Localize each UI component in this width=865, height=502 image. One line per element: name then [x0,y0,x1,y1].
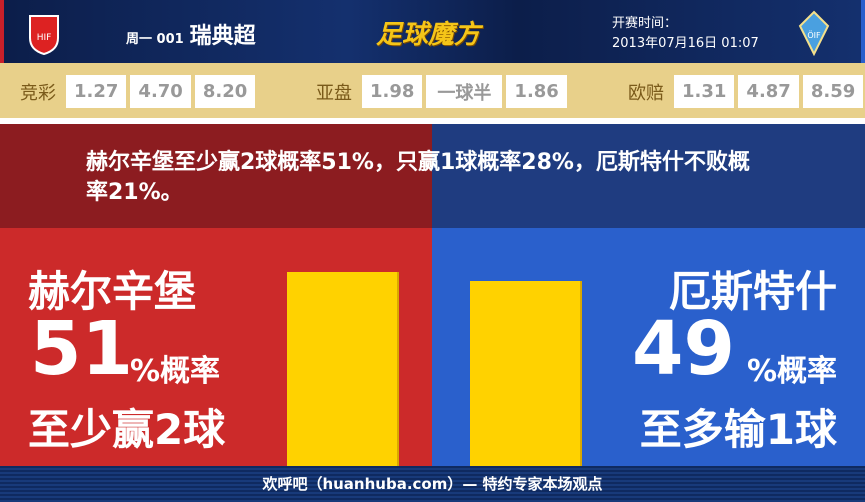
odds-label: 欧赔 [628,82,664,104]
odds-ouzhu: 欧赔 1.31 4.87 8.59 [628,75,864,108]
home-team-logo: HIF [29,15,59,56]
odds-value: 1.31 [674,75,735,108]
home-outcome: 至少赢2球 [28,405,226,454]
odds-label: 竞彩 [20,82,56,104]
prediction-summary: 赫尔辛堡至少赢2球概率51%，只赢1球概率28%，厄斯特什不败概率21%。 [86,150,750,205]
home-percent-suffix: %概率 [130,354,221,389]
away-team-name: 厄斯特什 [668,267,837,316]
match-code: 周一 001 [126,32,184,47]
odds-value: 8.20 [194,75,256,108]
league-name: 瑞典超 [189,24,256,49]
kickoff-label: 开赛时间： [612,16,678,31]
odds-value: 8.59 [802,75,864,108]
odds-jingcai: 竞彩 1.27 4.70 8.20 [20,75,256,108]
home-percent: 51 [30,306,133,392]
footer: 欢呼吧（huanhuba.com）— 特约专家本场观点 [0,466,865,502]
odds-value: 1.86 [506,75,567,108]
banner-away-side [432,124,865,228]
kickoff-time: 开赛时间： 2013年07月16日 01:07 [612,14,759,54]
odds-yapan: 亚盘 1.98 一球半 1.86 [316,75,567,108]
svg-text:ÖIF: ÖIF [807,30,821,40]
away-team-logo: ÖIF [798,10,830,56]
home-probability-bar [287,272,397,466]
odds-value: 4.70 [130,75,191,108]
svg-text:HIF: HIF [37,33,52,43]
odds-label: 亚盘 [316,82,352,104]
odds-value: 4.87 [738,75,799,108]
banner-home-side [0,124,432,228]
home-team-name: 赫尔辛堡 [28,267,197,316]
away-percent: 49 [632,306,735,392]
odds-bar: 竞彩 1.27 4.70 8.20 亚盘 1.98 一球半 1.86 欧赔 1.… [0,63,865,118]
away-outcome: 至多输1球 [639,405,837,454]
kickoff-value: 2013年07月16日 01:07 [612,36,759,51]
odds-value: 1.98 [362,75,423,108]
league-info: 周一 001 瑞典超 [126,18,256,50]
away-probability-bar [470,281,580,466]
match-header: HIF 周一 001 瑞典超 足球魔方 开赛时间： 2013年07月16日 01… [0,0,865,63]
probability-panel: 赫尔辛堡 51 %概率 至少赢2球 厄斯特什 49 %概率 至多输1球 [0,228,865,466]
away-percent-suffix: %概率 [746,354,837,389]
brand-logo: 足球魔方 [376,20,481,50]
odds-value: 1.27 [66,75,127,108]
prediction-banner: 赫尔辛堡至少赢2球概率51%，只赢1球概率28%，厄斯特什不败概率21%。 [0,124,865,228]
odds-handicap: 一球半 [426,75,503,108]
